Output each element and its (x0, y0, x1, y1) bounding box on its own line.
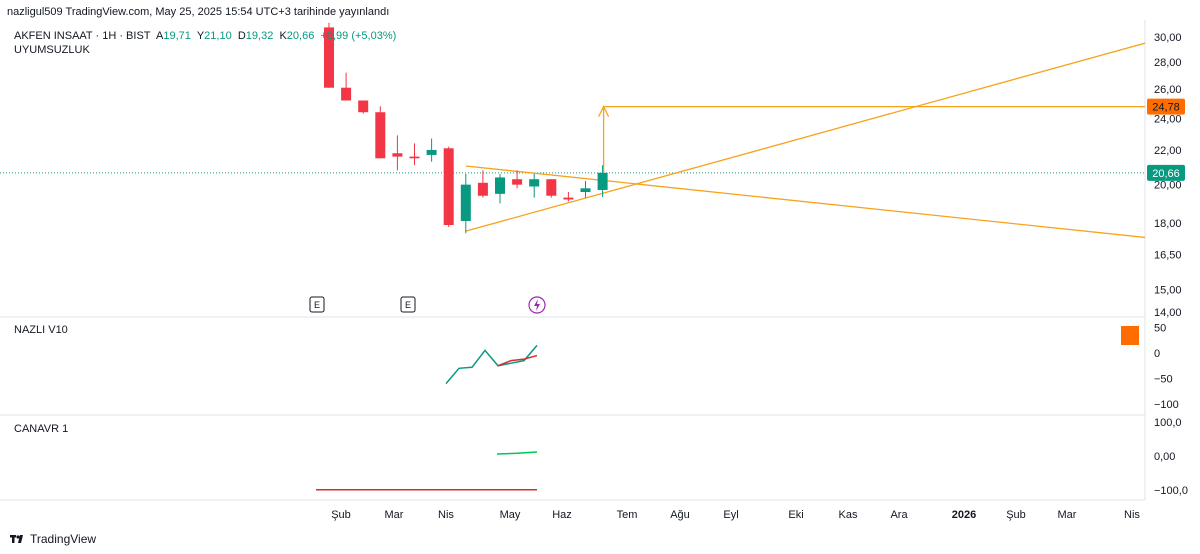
time-tick-label: Kas (839, 509, 858, 521)
price-tick-label: 18,00 (1154, 218, 1182, 230)
lightning-icon (534, 299, 540, 311)
indicator1-tick-label: 50 (1154, 323, 1166, 335)
price-tick-label: 28,00 (1154, 57, 1182, 69)
time-tick-label: Ağu (670, 509, 690, 521)
time-tick-label: Haz (552, 509, 572, 521)
indicator1-tick-label: −100 (1154, 399, 1179, 411)
lower-trendline (465, 42, 1146, 232)
candle-body (358, 100, 369, 113)
price-tick-label: 20,00 (1154, 180, 1182, 192)
candle-body (546, 179, 557, 196)
candle-body (426, 149, 437, 155)
candle-body (409, 156, 420, 159)
candles (324, 22, 608, 234)
candle-body (460, 184, 471, 221)
price-tick-label: 14,00 (1154, 307, 1182, 319)
earnings-event-label: E (405, 300, 411, 310)
price-tick-label: 22,00 (1154, 145, 1182, 157)
high-value: 21,10 (204, 30, 232, 42)
indicator2-tick-label: 0,00 (1154, 451, 1175, 463)
time-tick-label: Tem (617, 509, 638, 521)
close-label: K (279, 30, 287, 42)
time-tick-label: Nis (1124, 509, 1140, 521)
symbol-legend[interactable]: AKFEN INSAAT · 1H · BIST A19,71 Y21,10 D… (14, 30, 396, 42)
footer-brand-text: TradingView (30, 532, 97, 546)
low-label: D (237, 30, 246, 42)
price-tick-label: 24,00 (1154, 113, 1182, 125)
study-label[interactable]: UYUMSUZLUK (14, 44, 90, 56)
upper-trendline (465, 165, 1146, 239)
earnings-event-label: E (314, 300, 320, 310)
open-label: A (156, 30, 164, 42)
target-badge: 24,78 (1152, 102, 1180, 114)
indicator2-label[interactable]: CANAVR 1 (14, 423, 69, 435)
indicator2-tick-label: 100,0 (1154, 417, 1182, 429)
indicator1-series-line (497, 354, 538, 367)
trend-group (465, 42, 1146, 239)
publish-header: nazligul509 TradingView.com, May 25, 202… (7, 6, 390, 18)
candle-body (512, 179, 523, 185)
low-value: 19,32 (245, 30, 274, 42)
indicator1-tick-label: −50 (1154, 374, 1173, 386)
open-value: 19,71 (163, 30, 191, 42)
candle-body (597, 172, 608, 190)
indicator1-pane (445, 326, 1139, 385)
candle-body (324, 27, 334, 88)
change-value: +0,99 (+5,03%) (320, 30, 397, 42)
indicator1-marker (1121, 326, 1139, 345)
candle-body (477, 182, 488, 196)
time-tick-label: Ara (890, 509, 908, 521)
time-tick-label: Şub (1006, 509, 1026, 521)
earnings-event-icon (309, 296, 325, 313)
time-tick-label: Eki (788, 509, 803, 521)
tradingview-logo-icon (10, 535, 23, 543)
candle-body (563, 197, 574, 200)
indicator1-label[interactable]: NAZLI V10 (14, 324, 68, 336)
candle-body (529, 179, 540, 187)
target-badge-bg (1147, 98, 1185, 115)
last-price-badge: 20,66 (1152, 168, 1180, 180)
time-tick-label: 2026 (952, 509, 976, 521)
close-value: 20,66 (286, 30, 315, 42)
price-tick-label: 26,00 (1154, 84, 1182, 96)
price-tick-label: 30,00 (1154, 32, 1182, 44)
time-tick-label: Şub (331, 509, 351, 521)
indicator1-series-line (445, 344, 538, 385)
indicator1-tick-label: 0 (1154, 348, 1160, 360)
candle-body (495, 177, 505, 194)
candle-body (580, 188, 591, 192)
candle-body (443, 148, 454, 226)
footer-brand[interactable]: TradingView (10, 532, 96, 546)
price-tick-label: 16,50 (1154, 250, 1182, 262)
candle-body (341, 87, 352, 101)
time-tick-label: Eyl (723, 509, 738, 521)
time-tick-label: Mar (385, 509, 404, 521)
axes: 30,00 28,00 26,00 24,00 22,00 20,00 18,00 16,50… (309, 32, 1188, 521)
price-tick-label: 15,00 (1154, 284, 1182, 296)
candle-body (375, 112, 386, 159)
time-tick-label: May (500, 509, 521, 521)
earnings-event-icon (400, 296, 416, 313)
time-tick-label: Nis (438, 509, 454, 521)
time-tick-label: Mar (1058, 509, 1077, 521)
indicator2-tick-label: −100,0 (1154, 485, 1188, 497)
symbol-name[interactable]: AKFEN INSAAT · 1H · BIST (14, 30, 151, 42)
candle-body (392, 153, 403, 157)
high-label: Y (196, 30, 205, 42)
last-price-badge-bg (1147, 164, 1185, 181)
indicator2-pane (316, 451, 538, 491)
indicator2-series-line (496, 451, 538, 455)
